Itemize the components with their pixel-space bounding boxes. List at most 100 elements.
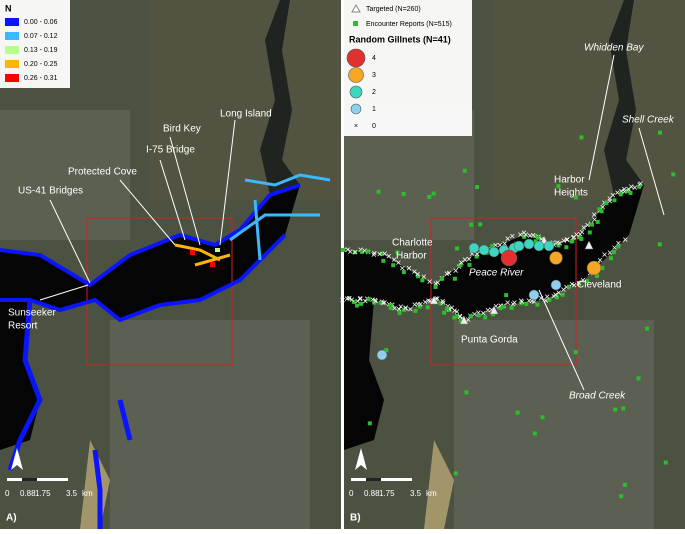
encounter (483, 315, 488, 320)
encounter (599, 209, 604, 214)
encounter (468, 314, 473, 319)
legend-label: 2 (372, 89, 376, 96)
gillnet-zero: × (345, 245, 351, 256)
scale: N 0 0.88 1.75 3.5 km (5, 448, 93, 498)
gillnet-zero: × (553, 290, 559, 301)
gillnet-zero: × (622, 187, 628, 198)
encounter (547, 297, 552, 302)
gillnet-zero: × (355, 296, 361, 307)
gillnet-zero: × (554, 238, 560, 249)
encounter (657, 242, 662, 247)
encounter (381, 258, 386, 263)
gillnet-zero: × (458, 258, 464, 269)
place-label: Charlotte (392, 238, 433, 249)
gillnet-zero: × (615, 239, 621, 250)
gillnet-zero: × (618, 186, 624, 197)
gillnet-zero: × (511, 298, 517, 309)
gillnet (523, 238, 535, 250)
gillnet-zero: × (538, 234, 544, 245)
encounter (445, 306, 450, 311)
encounter (359, 249, 364, 254)
gillnet-zero: × (563, 282, 569, 293)
gillnet-zero: × (444, 269, 450, 280)
encounter (621, 406, 626, 411)
gillnet-zero: × (565, 235, 571, 246)
encounter (554, 295, 559, 300)
gillnet (528, 289, 540, 301)
gillnet-zero: × (449, 303, 455, 314)
legend-label: 3 (372, 72, 376, 79)
legend-symbol (348, 67, 364, 83)
encounter (452, 276, 457, 281)
encounter (365, 249, 370, 254)
gillnet-zero: × (427, 277, 433, 288)
gillnet-zero: × (347, 247, 353, 258)
gillnet-zero: × (407, 305, 413, 316)
gillnet-zero: × (466, 254, 472, 265)
place-label: Sunseeker (8, 308, 56, 319)
encounter (612, 198, 617, 203)
encounter (425, 305, 430, 310)
shoreline-density (0, 183, 301, 323)
gillnet-zero: × (480, 308, 486, 319)
scale-label: 3.5 (410, 489, 422, 498)
scale-label: 0.88 (364, 489, 380, 498)
gillnet-zero: × (530, 231, 536, 242)
panel-tag: A) (6, 513, 17, 524)
gillnet-zero: × (406, 264, 412, 275)
north-arrow (355, 448, 367, 470)
gillnet (549, 251, 563, 265)
encounter (504, 293, 509, 298)
place-label: I-75 Bridge (146, 145, 195, 156)
gillnet-zero: × (497, 240, 503, 251)
scale-label: 1.75 (35, 489, 51, 498)
gillnet-zero: × (587, 269, 593, 280)
encounter (388, 305, 393, 310)
legend-label: 0.00 - 0.06 (24, 19, 58, 26)
gillnet-zero: × (602, 250, 608, 261)
gillnet-zero: × (446, 269, 452, 280)
legend-title: N (5, 3, 12, 13)
encounter (491, 312, 496, 317)
gillnet-zero: × (370, 295, 376, 306)
encounter (611, 249, 616, 254)
encounter (595, 219, 600, 224)
gillnet-zero: × (469, 249, 475, 260)
scale-label: 3.5 (66, 489, 78, 498)
encounter (355, 303, 360, 308)
place-label: Harbor (396, 251, 427, 262)
gillnet-zero: × (340, 296, 346, 307)
encounter (613, 407, 618, 412)
legend-label: 1 (372, 106, 376, 113)
encounter (417, 304, 422, 309)
north-label: N (14, 455, 20, 464)
gillnet (500, 249, 518, 267)
gillnet-zero: × (418, 300, 424, 311)
encounter (366, 297, 371, 302)
gillnet-zero: × (457, 311, 463, 322)
gillnet (488, 246, 500, 258)
gillnet-zero: × (372, 248, 378, 259)
encounter (474, 254, 479, 259)
gillnet-zero: × (529, 296, 535, 307)
gillnet-zero: × (638, 179, 644, 190)
gillnet-zero: × (560, 285, 566, 296)
gillnet-zero: × (433, 279, 439, 290)
gillnet-zero: × (382, 298, 388, 309)
legend-label: 0.26 - 0.31 (24, 75, 58, 82)
legend: N 0.00 - 0.06 0.07 - 0.12 0.13 - 0.19 0.20 … (0, 0, 70, 88)
gillnet-zero: × (523, 230, 529, 241)
encounter (576, 281, 581, 286)
encounter (573, 350, 578, 355)
gillnet-zero: × (569, 280, 575, 291)
encounter (622, 482, 627, 487)
targeted (459, 315, 469, 325)
place-label: Shell Creek (622, 115, 675, 126)
encounter (594, 273, 599, 278)
gillnet-zero: × (344, 294, 350, 305)
encounter (346, 296, 351, 301)
legend-swatch (5, 32, 19, 40)
gillnet-zero: × (362, 246, 368, 257)
scale-bar (351, 478, 412, 481)
gillnet-zero: × (581, 223, 587, 234)
